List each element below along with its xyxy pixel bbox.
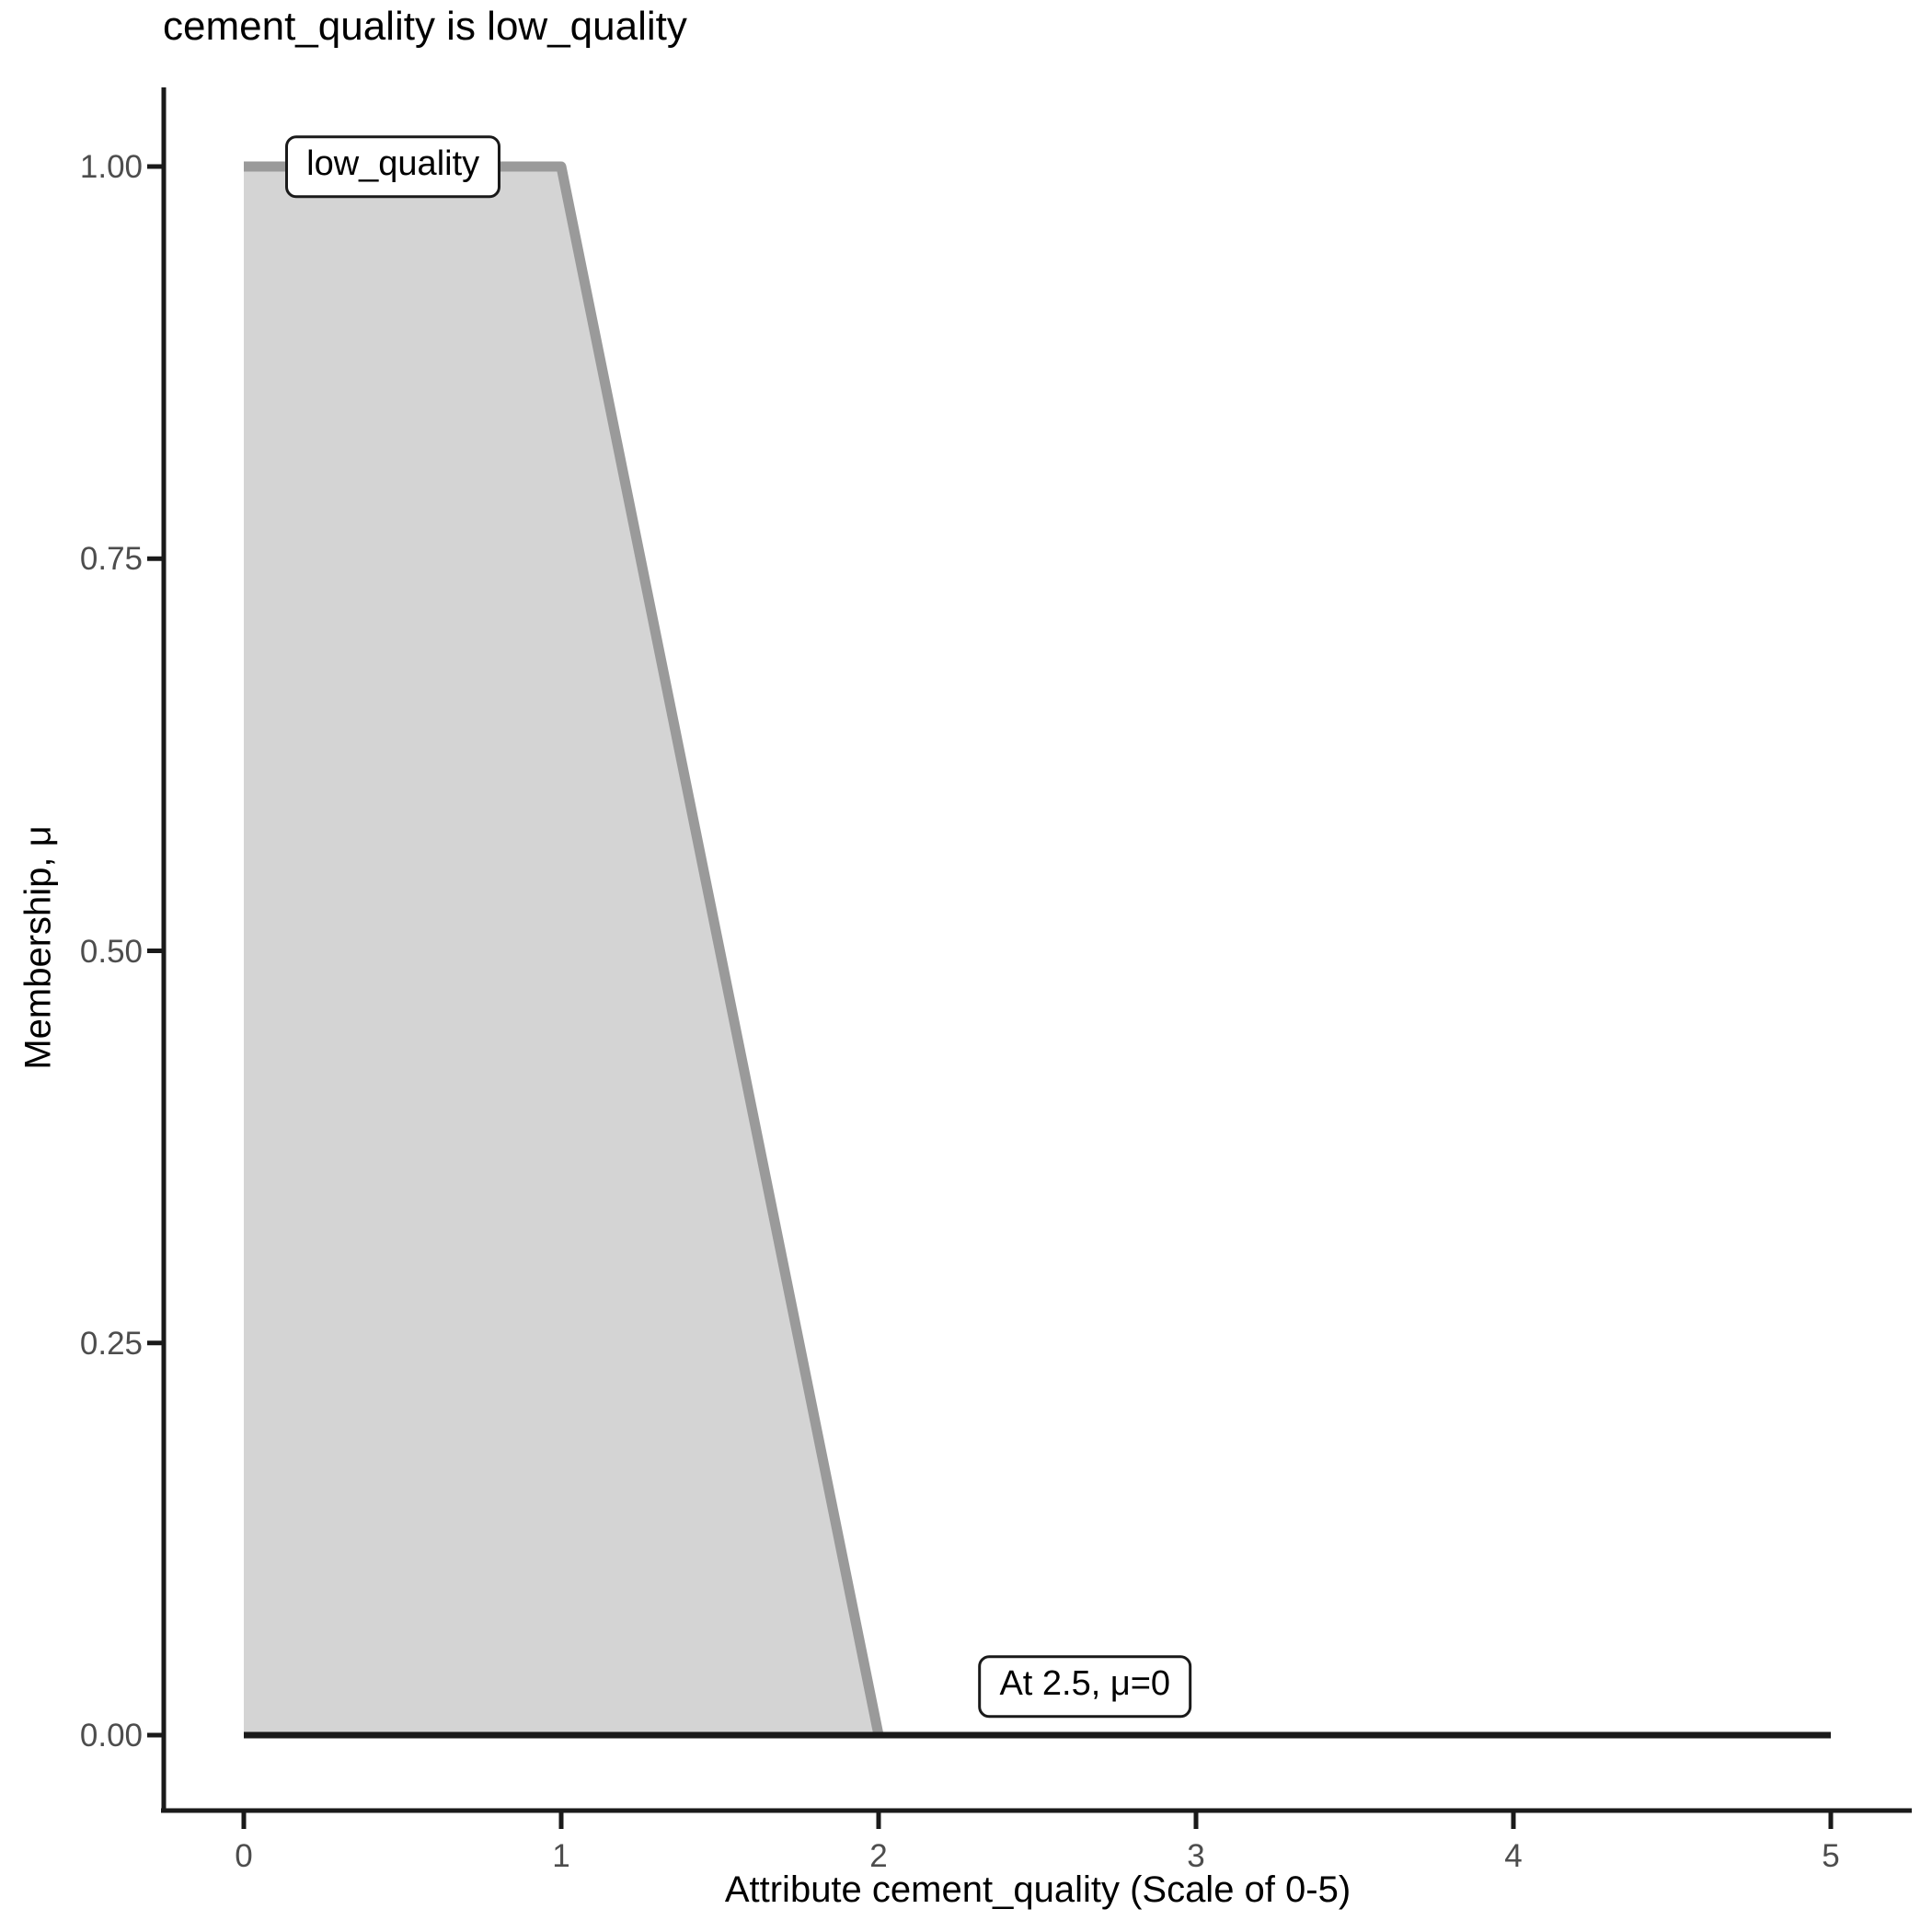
x-axis-title: Attribute cement_quality (Scale of 0-5) — [724, 1869, 1351, 1910]
y-axis-tick-marks — [147, 164, 164, 1738]
membership-area-fill — [244, 167, 879, 1735]
y-tick-label-0.50: 0.50 — [79, 933, 143, 970]
x-tick-label-4: 4 — [1504, 1838, 1523, 1874]
chart-title: cement_quality is low_quality — [163, 4, 687, 49]
x-axis-tick-marks — [241, 1811, 1834, 1829]
x-tick-label-5: 5 — [1822, 1838, 1840, 1874]
y-tick-label-0.75: 0.75 — [79, 541, 143, 578]
y-tick-label-0.25: 0.25 — [79, 1325, 143, 1362]
y-tick-label-0.00: 0.00 — [79, 1718, 143, 1754]
set-name-label-box: low_quality — [285, 135, 501, 198]
evaluation-annotation-box: At 2.5, μ=0 — [978, 1655, 1192, 1718]
x-tick-label-3: 3 — [1187, 1838, 1205, 1874]
x-tick-label-2: 2 — [869, 1838, 888, 1874]
y-tick-label-1.00: 1.00 — [79, 149, 143, 185]
x-tick-label-1: 1 — [552, 1838, 570, 1874]
x-tick-label-0: 0 — [235, 1838, 253, 1874]
